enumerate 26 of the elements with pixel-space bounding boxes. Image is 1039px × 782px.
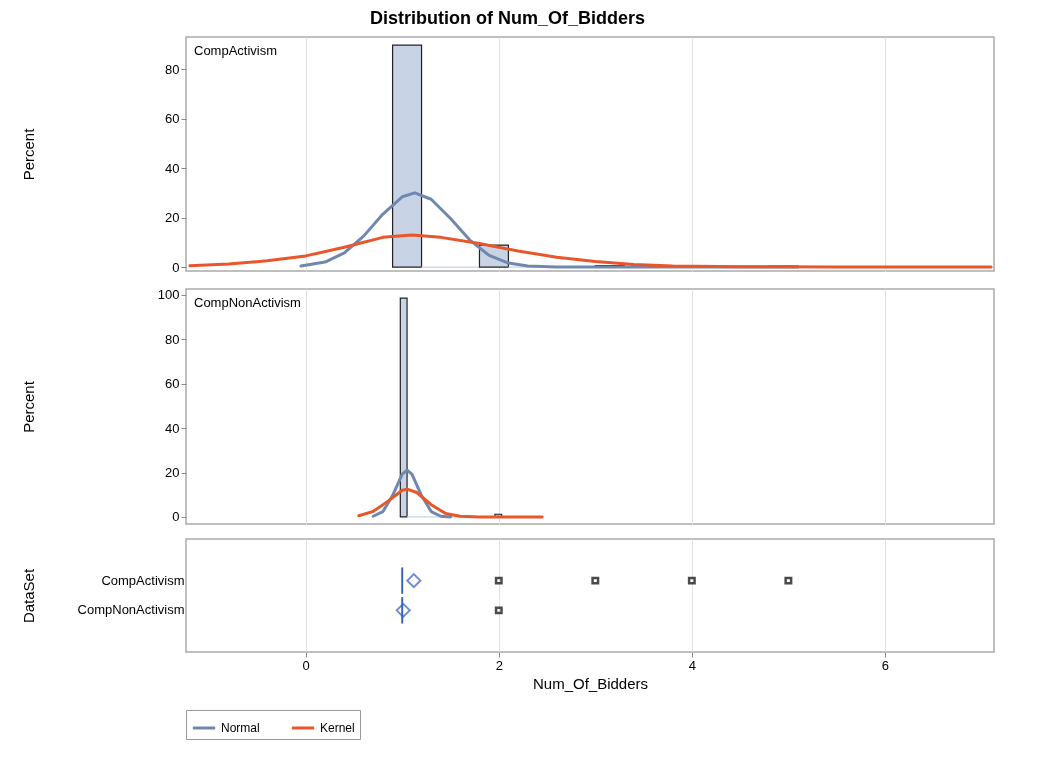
y-tick-label: 100 <box>157 287 180 303</box>
y-tick-label: 20 <box>165 465 180 481</box>
x-tick-label: 0 <box>302 657 310 673</box>
chart-title: Distribution of Num_Of_Bidders <box>369 8 646 29</box>
y-axis-title: Percent <box>19 380 37 433</box>
y-tick-label: 60 <box>165 376 180 392</box>
y-tick-label: CompNonActivism <box>77 602 185 618</box>
legend-label: Normal <box>221 721 260 735</box>
y-tick-label: 40 <box>165 160 180 176</box>
y-tick-label: 0 <box>172 509 180 525</box>
y-tick-label: 60 <box>165 111 180 127</box>
y-tick-label: CompActivism <box>101 572 185 588</box>
legend-label: Kernel <box>320 721 355 735</box>
y-axis-title: DataSet <box>19 568 37 624</box>
y-tick-label: 20 <box>165 210 180 226</box>
y-tick-label: 80 <box>165 61 180 77</box>
y-tick-label: 0 <box>172 259 180 275</box>
y-tick-label: 80 <box>165 331 180 347</box>
x-axis-title: Num_Of_Bidders <box>532 674 649 692</box>
annotation: CompNonActivism <box>194 295 301 310</box>
x-tick-label: 4 <box>688 657 696 673</box>
x-tick-label: 6 <box>881 657 890 673</box>
annotation: CompActivism <box>194 43 278 58</box>
y-tick-label: 40 <box>165 420 180 436</box>
x-tick-label: 2 <box>495 657 503 673</box>
y-axis-title: Percent <box>19 127 37 181</box>
